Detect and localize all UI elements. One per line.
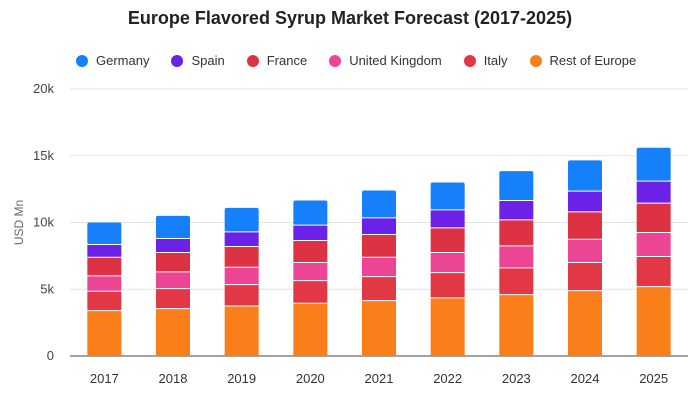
legend-label: Italy	[483, 53, 508, 68]
bar-spain-2024[interactable]	[568, 191, 602, 212]
x-tick-label: 2025	[639, 371, 668, 386]
bar-united-kingdom-2020[interactable]	[293, 262, 328, 281]
bar-spain-2025[interactable]	[636, 181, 671, 204]
bar-france-2021[interactable]	[362, 234, 396, 258]
bar-italy-2024[interactable]	[568, 262, 602, 291]
bar-united-kingdom-2024[interactable]	[568, 239, 602, 263]
bar-rest-of-europe-2020[interactable]	[293, 303, 328, 356]
bar-germany-2025[interactable]	[636, 147, 671, 182]
bar-italy-2023[interactable]	[499, 267, 534, 295]
bar-spain-2020[interactable]	[293, 225, 328, 241]
legend-item-italy[interactable]: Italy	[463, 53, 508, 68]
y-tick-label: 5k	[40, 281, 54, 296]
y-tick-label: 0	[47, 348, 54, 363]
y-tick-label: 20k	[33, 81, 54, 96]
bar-united-kingdom-2025[interactable]	[636, 232, 671, 257]
bar-united-kingdom-2023[interactable]	[499, 245, 534, 268]
bar-italy-2017[interactable]	[87, 291, 122, 311]
bar-germany-2019[interactable]	[224, 207, 259, 232]
bar-france-2024[interactable]	[568, 211, 602, 240]
bar-italy-2021[interactable]	[362, 276, 396, 301]
bar-france-2022[interactable]	[430, 227, 465, 253]
y-tick-label: 15k	[33, 148, 54, 163]
legend-swatch	[529, 54, 542, 67]
legend-item-france[interactable]: France	[246, 53, 308, 68]
legend-swatch	[246, 54, 259, 67]
bar-italy-2020[interactable]	[293, 280, 328, 304]
bar-spain-2022[interactable]	[430, 209, 465, 228]
bar-rest-of-europe-2023[interactable]	[499, 294, 534, 356]
legend-item-rest-of-europe[interactable]: Rest of Europe	[529, 53, 637, 68]
bar-germany-2017[interactable]	[87, 222, 122, 245]
bar-united-kingdom-2017[interactable]	[87, 275, 122, 292]
legend-label: Germany	[96, 53, 150, 68]
bar-germany-2022[interactable]	[430, 182, 465, 210]
bar-france-2020[interactable]	[293, 240, 328, 263]
bar-rest-of-europe-2025[interactable]	[636, 286, 671, 356]
legend-item-spain[interactable]: Spain	[171, 53, 225, 68]
bar-germany-2018[interactable]	[156, 215, 190, 239]
y-tick-label: 10k	[33, 215, 54, 230]
bar-united-kingdom-2022[interactable]	[430, 252, 465, 273]
x-tick-label: 2024	[571, 371, 600, 386]
bar-rest-of-europe-2017[interactable]	[87, 310, 122, 356]
bar-france-2025[interactable]	[636, 203, 671, 233]
bar-italy-2022[interactable]	[430, 272, 465, 298]
bar-germany-2024[interactable]	[568, 160, 602, 192]
bar-rest-of-europe-2021[interactable]	[362, 300, 396, 356]
bar-italy-2025[interactable]	[636, 256, 671, 287]
y-axis-label: USD Mn	[12, 200, 26, 245]
x-tick-label: 2022	[433, 371, 462, 386]
bar-spain-2019[interactable]	[224, 231, 259, 247]
legend-label: United Kingdom	[349, 53, 442, 68]
bar-rest-of-europe-2018[interactable]	[156, 308, 190, 356]
bar-germany-2020[interactable]	[293, 200, 328, 226]
x-tick-label: 2017	[90, 371, 119, 386]
bar-rest-of-europe-2019[interactable]	[224, 305, 259, 356]
bar-spain-2023[interactable]	[499, 200, 534, 220]
legend-swatch	[171, 54, 184, 67]
bar-france-2017[interactable]	[87, 257, 122, 276]
bar-france-2023[interactable]	[499, 219, 534, 246]
x-tick-label: 2020	[296, 371, 325, 386]
legend-label: Rest of Europe	[549, 53, 637, 68]
legend-label: Spain	[191, 53, 225, 68]
bar-france-2018[interactable]	[156, 252, 190, 272]
legend-swatch	[463, 54, 476, 67]
bar-rest-of-europe-2024[interactable]	[568, 290, 602, 356]
chart-title: Europe Flavored Syrup Market Forecast (2…	[127, 8, 573, 28]
bar-rest-of-europe-2022[interactable]	[430, 297, 465, 356]
legend-label: France	[266, 53, 308, 68]
legend: Germany Spain France United Kingdom Italy Res…	[76, 53, 658, 68]
bar-france-2019[interactable]	[224, 246, 259, 268]
x-tick-label: 2023	[502, 371, 531, 386]
bar-germany-2021[interactable]	[362, 190, 396, 218]
x-tick-label: 2019	[227, 371, 256, 386]
legend-swatch	[76, 54, 88, 67]
bar-germany-2023[interactable]	[499, 171, 534, 201]
bar-spain-2021[interactable]	[362, 217, 396, 235]
x-tick-label: 2021	[365, 371, 394, 386]
bar-spain-2018[interactable]	[156, 238, 190, 253]
legend-item-germany[interactable]: Germany	[76, 53, 149, 68]
bar-italy-2018[interactable]	[156, 288, 190, 309]
legend-item-united-kingdom[interactable]: United Kingdom	[329, 53, 442, 68]
bar-spain-2017[interactable]	[87, 244, 122, 258]
bar-united-kingdom-2019[interactable]	[224, 267, 259, 285]
bar-united-kingdom-2018[interactable]	[156, 271, 190, 289]
legend-swatch	[329, 54, 342, 67]
bar-united-kingdom-2021[interactable]	[362, 257, 396, 277]
bar-italy-2019[interactable]	[224, 284, 259, 306]
x-tick-label: 2018	[159, 371, 188, 386]
